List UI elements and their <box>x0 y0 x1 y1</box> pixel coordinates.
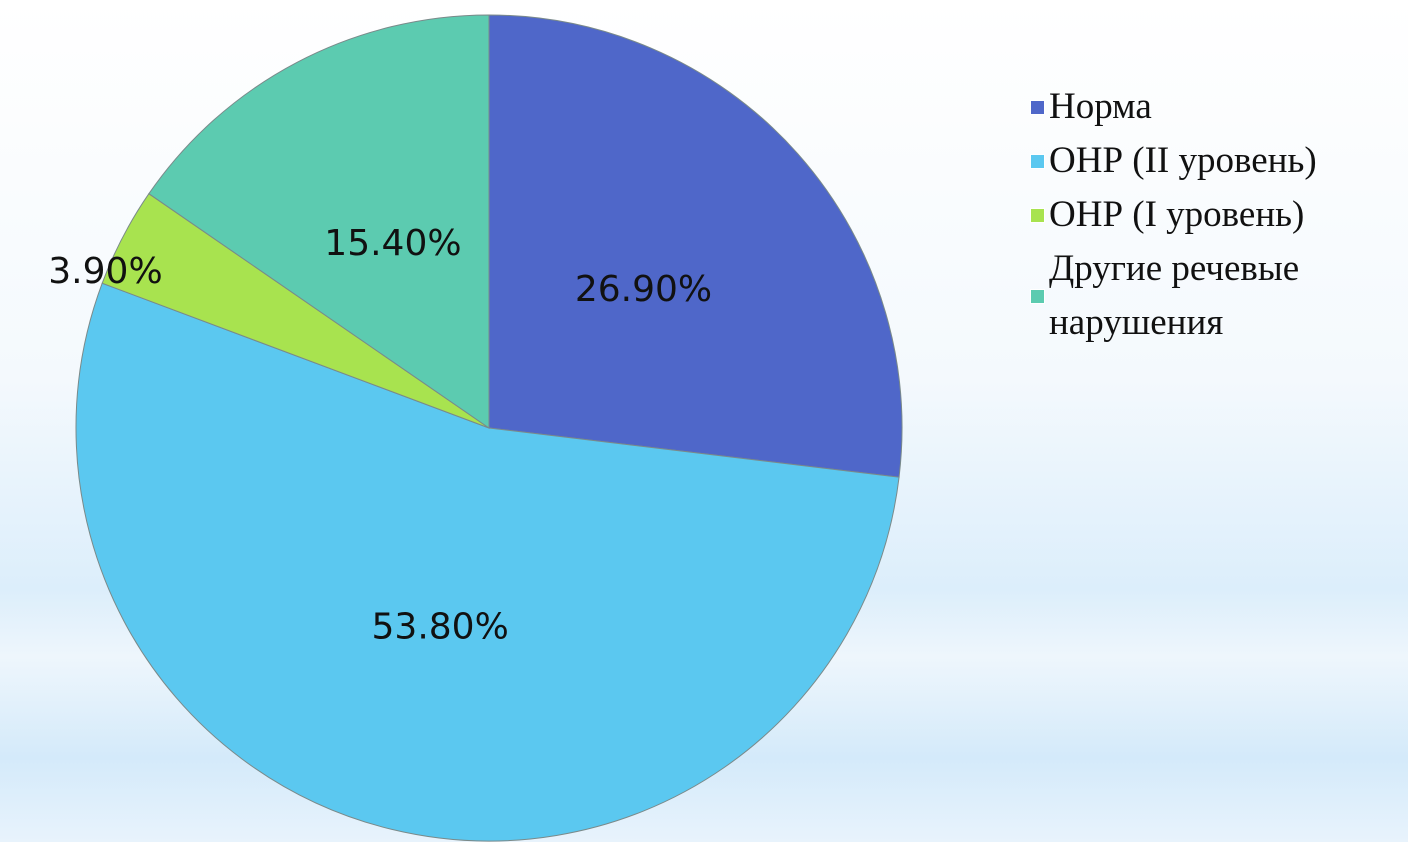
legend-entry: Норма <box>1030 80 1400 134</box>
legend-label: ОНР (I уровень) <box>1049 194 1305 235</box>
slice-label: 53.80% <box>372 607 509 648</box>
slice-label: 15.40% <box>324 223 461 264</box>
legend: Норма ОНР (II уровень) ОНР (I уровень) Друг… <box>1030 80 1400 350</box>
slice-label: 26.90% <box>575 269 712 310</box>
legend-swatch <box>1030 288 1045 304</box>
pie-slice <box>75 282 900 842</box>
legend-swatch <box>1030 207 1045 223</box>
legend-label: ОНР (II уровень) <box>1049 140 1317 181</box>
legend-swatch <box>1030 153 1045 169</box>
legend-label: Другие речевые нарушения <box>1049 248 1300 343</box>
legend-label: Норма <box>1049 86 1152 127</box>
legend-entry: ОНР (I уровень) <box>1030 188 1400 242</box>
pie-slice <box>488 14 903 478</box>
legend-entry: ОНР (II уровень) <box>1030 134 1400 188</box>
legend-entry: Другие речевые нарушения <box>1030 242 1400 350</box>
slice-label: 3.90% <box>48 251 162 292</box>
legend-swatch <box>1030 99 1045 115</box>
pie-slice <box>148 14 490 429</box>
